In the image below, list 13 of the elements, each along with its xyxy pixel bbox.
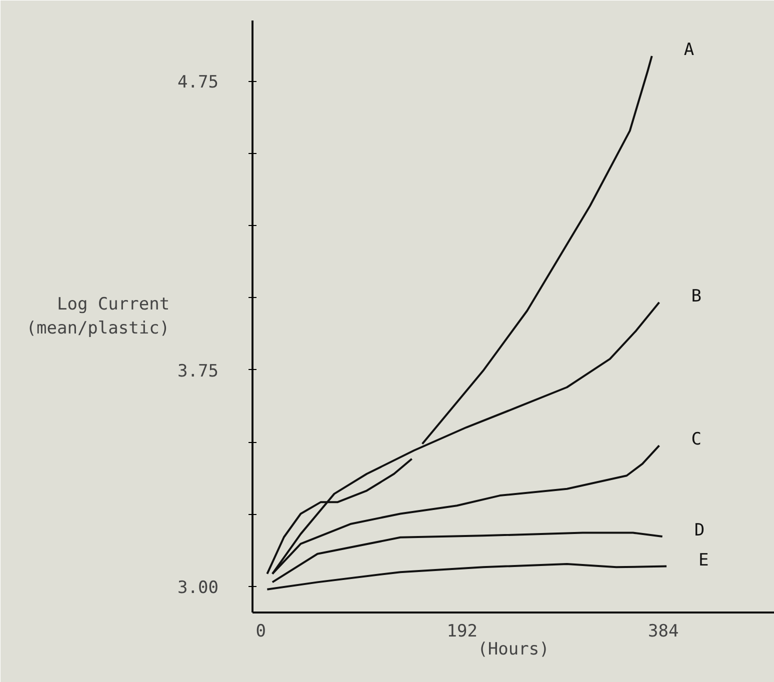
x-axis-title: (Hours) <box>478 640 550 660</box>
series-label: C <box>691 430 702 450</box>
series-label: D <box>694 520 705 541</box>
y-tick-label: 3.75 <box>178 361 219 382</box>
x-tick-label: 192 <box>446 622 478 642</box>
text: 3.00 <box>178 578 219 598</box>
y-axis-title: Log Current (mean/plastic) <box>26 294 170 338</box>
x-tick-label: 384 <box>648 622 679 642</box>
y-tick-label: 4.75 <box>178 72 219 93</box>
x-tick-label: 0 <box>256 622 266 642</box>
series-label: A <box>684 40 694 60</box>
series-label: B <box>691 286 702 306</box>
series-label: E <box>698 550 709 570</box>
